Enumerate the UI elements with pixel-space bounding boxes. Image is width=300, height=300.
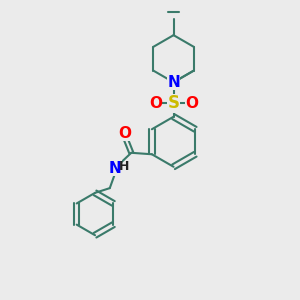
Text: O: O xyxy=(118,126,131,141)
Text: S: S xyxy=(168,94,180,112)
Text: H: H xyxy=(119,160,130,173)
Text: O: O xyxy=(149,96,162,111)
Text: N: N xyxy=(109,160,122,175)
Text: O: O xyxy=(185,96,198,111)
Text: N: N xyxy=(167,75,180,90)
